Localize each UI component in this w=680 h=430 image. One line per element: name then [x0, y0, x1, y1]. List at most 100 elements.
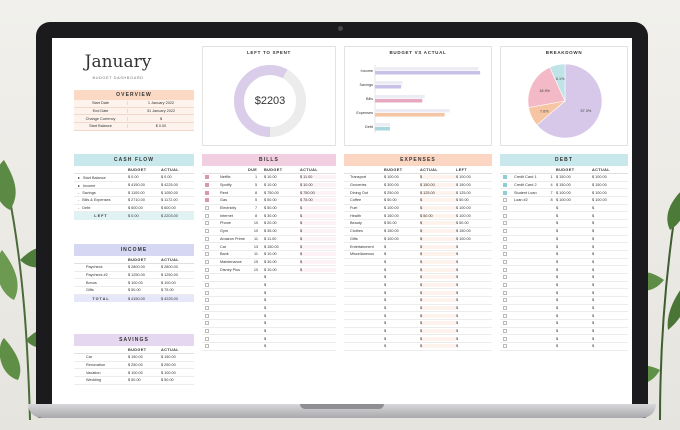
bill-budget: $ 150.00: [264, 244, 279, 249]
debt-checkbox[interactable]: [500, 221, 509, 226]
expense-left-currency: $: [456, 336, 459, 341]
expense-budget: $: [384, 252, 387, 257]
debt-actual: $ 150.00: [592, 183, 607, 188]
table-row: Netflix 1 $ 10.00 $ 11.00: [202, 174, 336, 182]
bill-due: 7: [254, 206, 258, 211]
bill-budget-value: 11.00: [267, 236, 277, 241]
bill-checkbox[interactable]: [202, 252, 212, 257]
expense-left: $: [456, 252, 459, 257]
bill-due: 11: [254, 252, 258, 257]
cash-flow-label-text: Debt: [82, 206, 91, 211]
bill-checkbox[interactable]: [202, 313, 212, 318]
bill-checkbox[interactable]: [202, 329, 212, 334]
overview-header: OVERVIEW: [74, 90, 194, 100]
debt-checkbox[interactable]: [500, 259, 509, 264]
table-row-empty: $: [202, 297, 336, 305]
bill-checkbox[interactable]: [202, 275, 212, 280]
debt-checkbox[interactable]: [500, 336, 509, 341]
bill-checkbox[interactable]: [202, 213, 212, 218]
debt-checkbox[interactable]: [500, 244, 509, 249]
debt-checkbox[interactable]: [500, 282, 509, 287]
table-row-empty: $ $ $: [344, 328, 492, 336]
bill-checkbox[interactable]: [202, 183, 212, 188]
bill-checkbox[interactable]: [202, 282, 212, 287]
col-budget: BUDGET: [556, 167, 575, 172]
debt-checkbox[interactable]: [500, 321, 509, 326]
debt-checkbox[interactable]: [500, 313, 509, 318]
overview-value: $ 0.00: [155, 124, 167, 129]
debt-checkbox[interactable]: [500, 175, 509, 180]
debt-checkbox[interactable]: [500, 267, 509, 272]
debt-checkbox[interactable]: [500, 229, 509, 234]
debt-checkbox[interactable]: [500, 198, 509, 203]
bill-checkbox[interactable]: [202, 190, 212, 195]
bill-budget-currency: $: [264, 298, 267, 303]
bill-due: 8: [254, 190, 258, 195]
bill-actual: $ 11.00: [300, 175, 336, 180]
debt-checkbox[interactable]: [500, 236, 509, 241]
bill-checkbox[interactable]: [202, 236, 212, 241]
bill-checkbox[interactable]: [202, 229, 212, 234]
pie-label: 18.9%: [539, 89, 550, 93]
bill-checkbox[interactable]: [202, 206, 212, 211]
bva-budget-bar: [375, 67, 479, 71]
income-actual: $ 2800.00: [161, 265, 178, 270]
bill-checkbox[interactable]: [202, 298, 212, 303]
expense-budget-currency: $: [384, 336, 387, 341]
debt-checkbox[interactable]: [500, 275, 509, 280]
debt-checkbox[interactable]: [500, 252, 509, 257]
debt-checkbox[interactable]: [500, 344, 509, 349]
cash-flow-label: ▸ Start Balance: [74, 175, 128, 180]
income-label: Bonus: [86, 280, 97, 285]
bill-checkbox[interactable]: [202, 344, 212, 349]
bill-checkbox[interactable]: [202, 336, 212, 341]
debt-actual-currency: $: [592, 267, 595, 272]
checkbox-icon: [205, 252, 209, 257]
bill-checkbox[interactable]: [202, 267, 212, 272]
bill-checkbox[interactable]: [202, 221, 212, 226]
debt-checkbox[interactable]: [500, 206, 509, 211]
debt-checkbox[interactable]: [500, 306, 509, 311]
table-row-empty: $: [202, 274, 336, 282]
cash-flow-budget: $ 4150.00: [128, 183, 145, 188]
bill-checkbox[interactable]: [202, 198, 212, 203]
bill-checkbox[interactable]: [202, 321, 212, 326]
table-row: Rent 8 $ 750.00 $ 750.00: [202, 189, 336, 198]
debt-checkbox[interactable]: [500, 329, 509, 334]
bill-label: Rent: [220, 190, 229, 195]
bill-budget: $ 10.00: [264, 175, 277, 180]
income-budget-value: 2800.00: [131, 265, 145, 270]
donut-fill: [234, 65, 306, 137]
expense-actual: $: [420, 206, 456, 211]
debt-budget: $ 150.00: [556, 183, 571, 188]
debt-checkbox[interactable]: [500, 190, 509, 195]
bill-actual: $ 75.00: [300, 198, 336, 203]
checkbox-icon: [502, 190, 507, 195]
table-row: Gas 5 $ 50.00 $ 75.00: [202, 197, 336, 205]
bill-checkbox[interactable]: [202, 244, 212, 249]
bva-actual-bar: [375, 113, 445, 117]
cash-flow-budget-value: 0.00: [131, 175, 139, 180]
expense-left-value: 100.00: [459, 213, 471, 218]
debt-checkbox[interactable]: [500, 213, 509, 218]
bill-checkbox[interactable]: [202, 290, 212, 295]
bill-budget: $ 50.00: [264, 206, 277, 211]
expense-left-value: 100.00: [459, 236, 471, 241]
debt-actual-currency: $: [592, 275, 595, 280]
expense-budget-value: 100.00: [387, 206, 399, 211]
table-row-empty: $ $: [500, 289, 628, 297]
pie-slice: [527, 66, 566, 108]
bill-checkbox[interactable]: [202, 259, 212, 264]
bill-budget-value: 750.00: [267, 190, 279, 195]
debt-checkbox[interactable]: [500, 298, 509, 303]
debt-actual-value: 100.00: [595, 175, 607, 180]
bill-checkbox[interactable]: [202, 306, 212, 311]
debt-checkbox[interactable]: [500, 290, 509, 295]
debt-checkbox[interactable]: [500, 183, 509, 188]
bill-checkbox[interactable]: [202, 175, 212, 180]
table-row-empty: $ $: [500, 320, 628, 328]
debt-actual-currency: $: [592, 313, 595, 318]
table-row-empty: $ $: [500, 312, 628, 321]
table-row-empty: $ $ $: [344, 274, 492, 282]
expense-left-currency: $: [456, 267, 459, 272]
